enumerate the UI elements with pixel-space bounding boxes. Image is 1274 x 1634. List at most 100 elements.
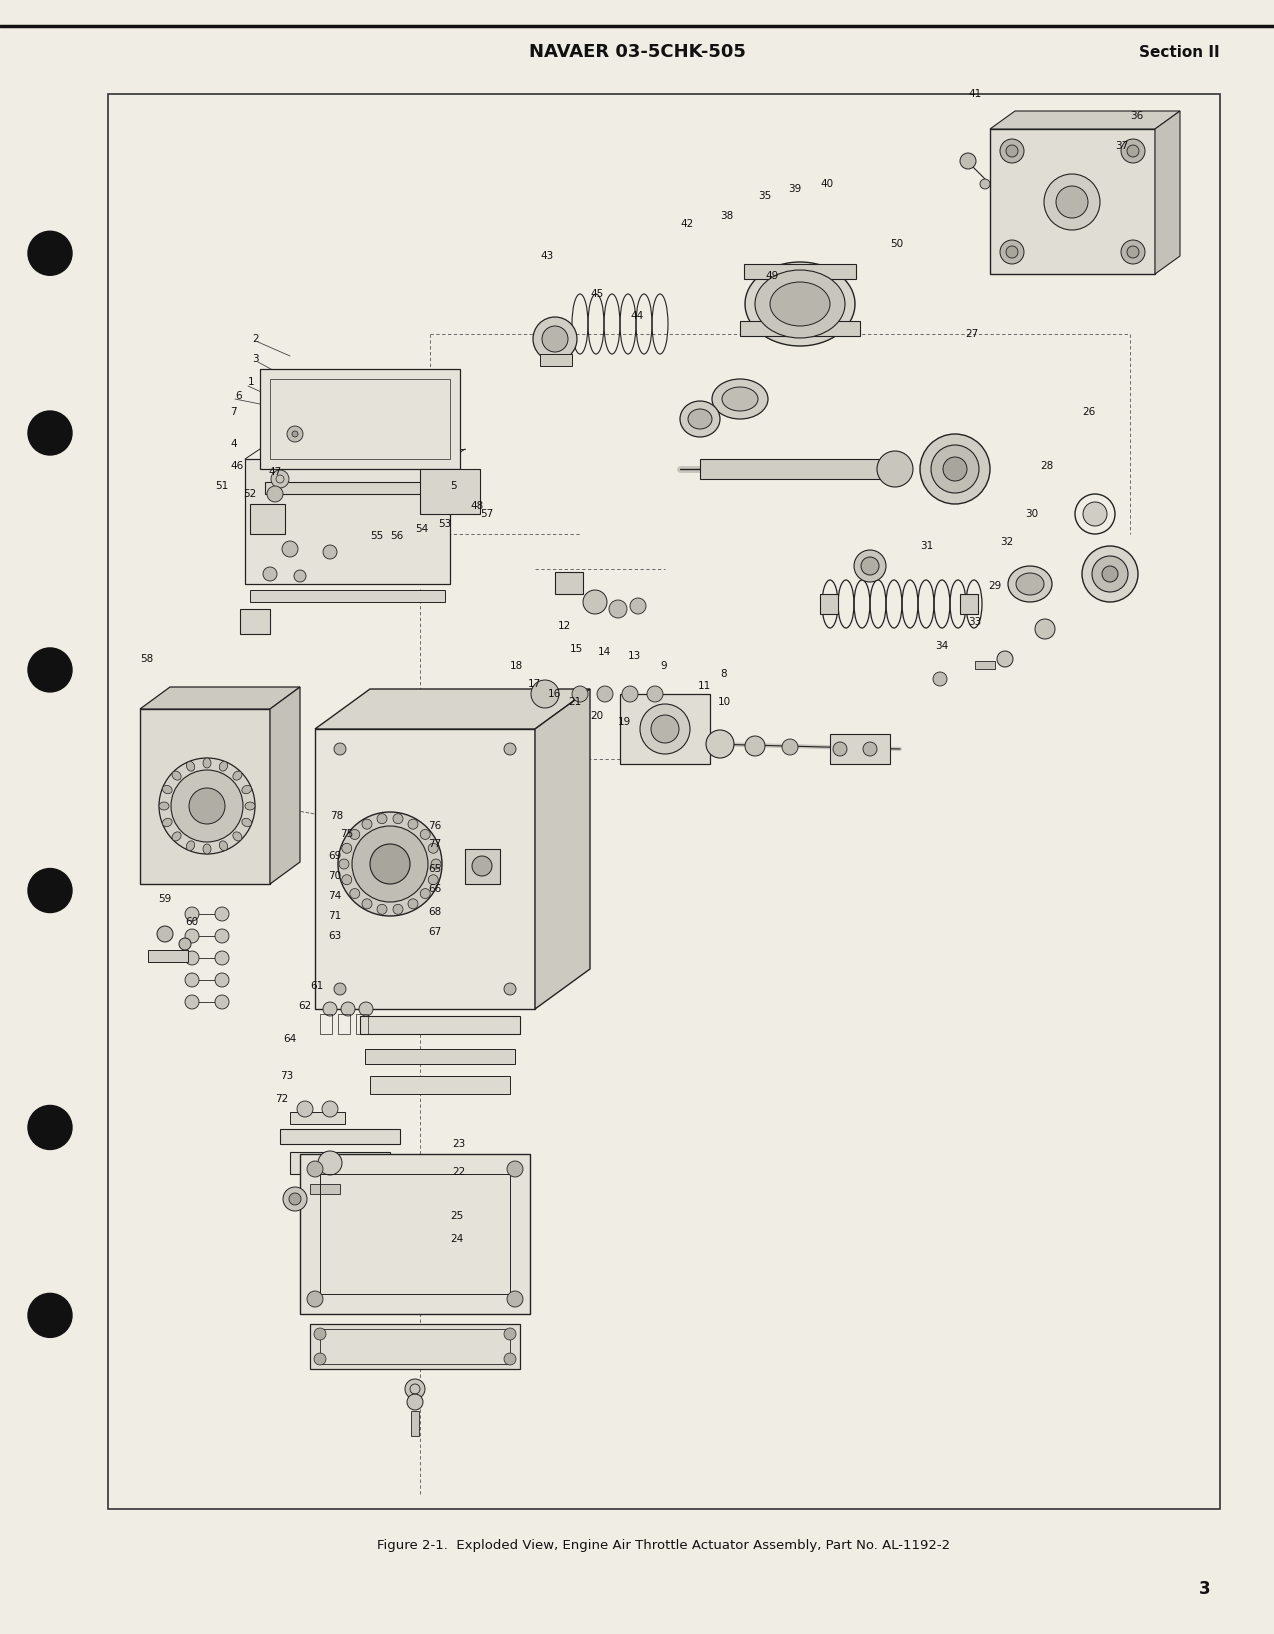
Text: 35: 35 xyxy=(758,191,771,201)
Bar xyxy=(412,1412,419,1436)
Text: 4: 4 xyxy=(231,440,237,449)
Ellipse shape xyxy=(219,761,228,771)
Bar xyxy=(338,1015,350,1034)
Text: 46: 46 xyxy=(231,461,243,471)
Circle shape xyxy=(1043,173,1099,230)
Text: 61: 61 xyxy=(310,980,324,990)
Text: 45: 45 xyxy=(590,289,604,299)
Text: 27: 27 xyxy=(964,328,978,338)
Text: 11: 11 xyxy=(698,681,711,691)
Bar xyxy=(310,1324,520,1369)
Circle shape xyxy=(622,686,638,703)
Circle shape xyxy=(289,1193,301,1204)
Text: 3: 3 xyxy=(1199,1580,1210,1598)
Circle shape xyxy=(583,590,606,614)
Text: 50: 50 xyxy=(891,239,903,248)
Text: 28: 28 xyxy=(1040,461,1054,471)
Text: 38: 38 xyxy=(720,211,734,221)
Circle shape xyxy=(185,972,199,987)
Text: 29: 29 xyxy=(989,582,1001,592)
Bar xyxy=(820,595,838,614)
Circle shape xyxy=(598,686,613,703)
Circle shape xyxy=(405,1379,426,1399)
Bar xyxy=(260,369,460,469)
Circle shape xyxy=(1056,186,1088,217)
Circle shape xyxy=(283,1186,307,1211)
Polygon shape xyxy=(990,111,1180,129)
Circle shape xyxy=(362,819,372,828)
Text: 66: 66 xyxy=(428,884,441,894)
Ellipse shape xyxy=(680,400,720,436)
Text: 14: 14 xyxy=(598,647,612,657)
Text: 53: 53 xyxy=(438,520,451,529)
Circle shape xyxy=(215,951,229,966)
Text: 48: 48 xyxy=(470,502,483,511)
Circle shape xyxy=(313,1353,326,1364)
Text: 31: 31 xyxy=(920,541,934,551)
Ellipse shape xyxy=(233,832,242,842)
Circle shape xyxy=(854,551,885,582)
Bar xyxy=(290,1113,345,1124)
Circle shape xyxy=(507,1162,524,1176)
Text: 78: 78 xyxy=(330,810,343,820)
Circle shape xyxy=(189,788,225,824)
Circle shape xyxy=(350,889,359,899)
Text: 30: 30 xyxy=(1026,510,1038,520)
Circle shape xyxy=(215,907,229,922)
Circle shape xyxy=(533,317,577,361)
Text: 69: 69 xyxy=(327,851,341,861)
Circle shape xyxy=(185,930,199,943)
Bar xyxy=(320,1015,333,1034)
Circle shape xyxy=(292,431,298,436)
Text: 26: 26 xyxy=(1082,407,1096,417)
Circle shape xyxy=(28,412,73,454)
Text: 9: 9 xyxy=(660,662,666,672)
Circle shape xyxy=(215,972,229,987)
Ellipse shape xyxy=(1008,565,1052,601)
Circle shape xyxy=(28,869,73,912)
Circle shape xyxy=(408,899,418,909)
Circle shape xyxy=(338,812,442,917)
Bar xyxy=(290,1152,390,1173)
Circle shape xyxy=(28,649,73,691)
Bar xyxy=(320,1173,510,1294)
Ellipse shape xyxy=(755,270,845,338)
Circle shape xyxy=(297,1101,313,1118)
Text: 16: 16 xyxy=(548,690,562,699)
Text: 70: 70 xyxy=(327,871,341,881)
Bar xyxy=(420,469,480,515)
Circle shape xyxy=(352,827,428,902)
Circle shape xyxy=(180,938,191,949)
Circle shape xyxy=(28,1294,73,1337)
Circle shape xyxy=(185,995,199,1010)
Text: 41: 41 xyxy=(968,88,981,100)
Text: 74: 74 xyxy=(327,891,341,900)
Text: 6: 6 xyxy=(234,391,242,400)
Circle shape xyxy=(287,426,303,443)
Circle shape xyxy=(933,672,947,686)
Circle shape xyxy=(215,930,229,943)
Text: 75: 75 xyxy=(340,828,353,838)
Text: 49: 49 xyxy=(764,271,778,281)
Text: 62: 62 xyxy=(298,1002,311,1011)
Text: 24: 24 xyxy=(450,1234,464,1243)
Text: 47: 47 xyxy=(268,467,282,477)
Text: 60: 60 xyxy=(185,917,199,926)
Ellipse shape xyxy=(245,802,255,810)
Bar xyxy=(355,1015,368,1034)
Circle shape xyxy=(420,889,431,899)
Bar xyxy=(975,662,995,668)
Ellipse shape xyxy=(186,761,195,771)
Ellipse shape xyxy=(203,758,211,768)
Circle shape xyxy=(159,758,255,855)
Bar xyxy=(990,129,1156,275)
Bar xyxy=(148,949,189,962)
Text: 17: 17 xyxy=(527,680,541,690)
Circle shape xyxy=(392,814,403,824)
Circle shape xyxy=(377,814,387,824)
Ellipse shape xyxy=(162,819,172,827)
Bar xyxy=(320,1328,510,1364)
Text: 64: 64 xyxy=(283,1034,297,1044)
Circle shape xyxy=(171,770,243,842)
Bar xyxy=(240,609,270,634)
